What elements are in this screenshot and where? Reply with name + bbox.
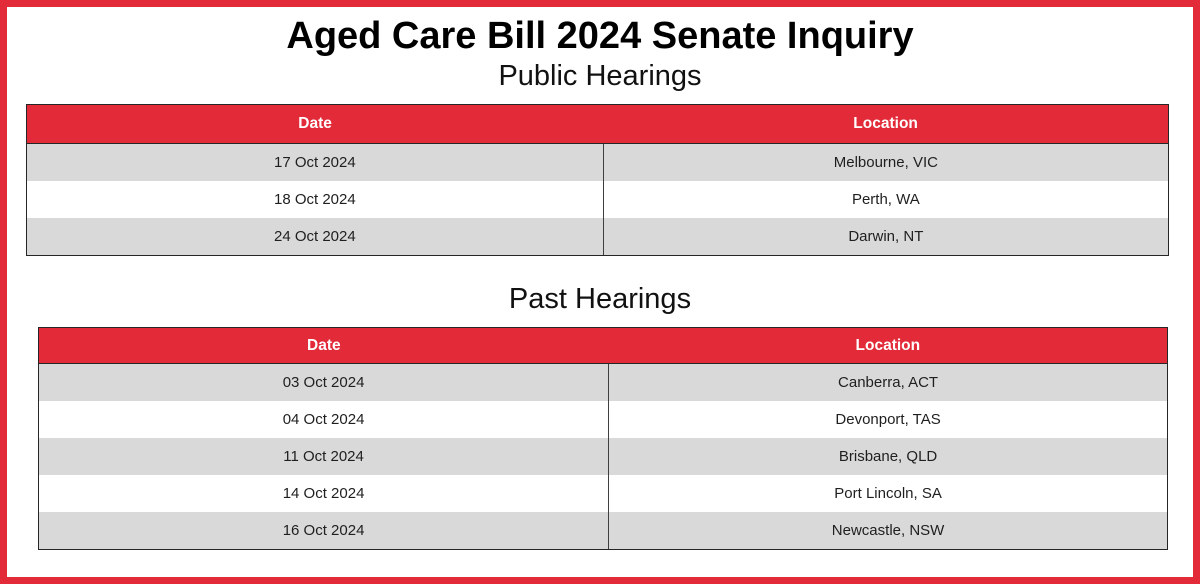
- public-hearings-table: Date Location 17 Oct 2024 Melbourne, VIC…: [26, 104, 1169, 256]
- table-row: 18 Oct 2024 Perth, WA: [27, 181, 1168, 218]
- page-title: Aged Care Bill 2024 Senate Inquiry: [286, 15, 914, 57]
- date-cell: 24 Oct 2024: [27, 218, 604, 255]
- past-hearings-table: Date Location 03 Oct 2024 Canberra, ACT …: [38, 327, 1168, 550]
- column-header-date: Date: [39, 328, 609, 364]
- location-cell: Darwin, NT: [602, 218, 1168, 255]
- column-header-location: Location: [608, 328, 1167, 364]
- table-header-row: Date Location: [27, 105, 1168, 144]
- date-cell: 18 Oct 2024: [273, 191, 356, 208]
- section-heading-past-hearings: Past Hearings: [508, 283, 692, 315]
- column-header-location: Location: [603, 105, 1168, 144]
- table-row: 03 Oct 2024 Canberra, ACT: [39, 363, 1167, 401]
- date-cell: 17 Oct 2024: [27, 143, 604, 181]
- location-cell: Melbourne, VIC: [602, 143, 1168, 181]
- date-cell: 03 Oct 2024: [39, 363, 609, 401]
- table-row: 14 Oct 2024 Port Lincoln, SA: [39, 475, 1167, 512]
- table-row: 11 Oct 2024 Brisbane, QLD: [39, 438, 1167, 475]
- date-cell: 11 Oct 2024: [39, 438, 609, 475]
- location-cell: Devonport, TAS: [608, 401, 1167, 438]
- location-cell: Brisbane, QLD: [608, 438, 1167, 475]
- table-header-row: Date Location: [39, 328, 1167, 364]
- date-cell: 14 Oct 2024: [282, 485, 365, 502]
- section-heading-public-hearings: Public Hearings: [498, 60, 702, 92]
- table-row: 17 Oct 2024 Melbourne, VIC: [27, 143, 1168, 181]
- location-cell: Port Lincoln, SA: [608, 475, 1167, 512]
- column-header-date: Date: [27, 105, 604, 144]
- location-cell: Perth, WA: [602, 181, 1168, 218]
- table-row: 04 Oct 2024 Devonport, TAS: [39, 401, 1167, 438]
- date-cell: 04 Oct 2024: [282, 411, 365, 428]
- table-row: 24 Oct 2024 Darwin, NT: [27, 218, 1168, 255]
- table-row: 16 Oct 2024 Newcastle, NSW: [39, 512, 1167, 549]
- location-cell: Canberra, ACT: [608, 363, 1167, 401]
- date-cell: 16 Oct 2024: [39, 512, 609, 549]
- location-cell: Newcastle, NSW: [608, 512, 1167, 549]
